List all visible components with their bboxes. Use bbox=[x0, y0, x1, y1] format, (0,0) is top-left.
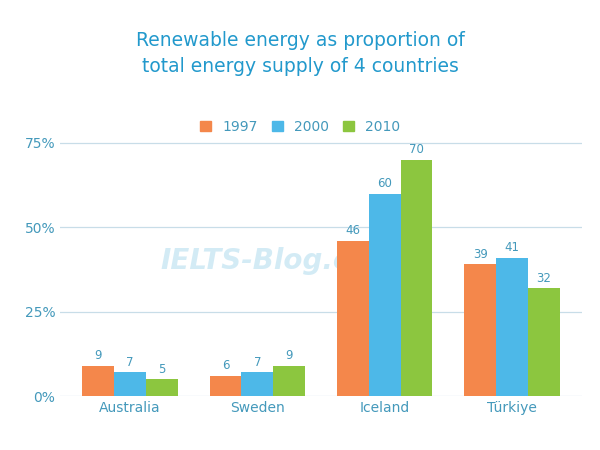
Bar bbox=[82, 365, 114, 396]
Text: 46: 46 bbox=[346, 225, 361, 238]
Text: 9: 9 bbox=[94, 349, 102, 362]
Bar bbox=[146, 379, 178, 396]
Text: 6: 6 bbox=[222, 360, 229, 373]
Text: Renewable energy as proportion of
total energy supply of 4 countries: Renewable energy as proportion of total … bbox=[136, 32, 464, 76]
Text: 39: 39 bbox=[473, 248, 488, 261]
Bar bbox=[496, 257, 528, 396]
Text: 5: 5 bbox=[158, 363, 166, 376]
Bar bbox=[337, 241, 369, 396]
Bar bbox=[114, 373, 146, 396]
Text: 9: 9 bbox=[286, 349, 293, 362]
Bar bbox=[369, 194, 401, 396]
Text: 41: 41 bbox=[505, 241, 520, 254]
Text: IELTS-Blog.com: IELTS-Blog.com bbox=[161, 247, 398, 275]
Bar bbox=[209, 376, 241, 396]
Bar bbox=[464, 265, 496, 396]
Bar bbox=[241, 373, 273, 396]
Bar bbox=[273, 365, 305, 396]
Legend: 1997, 2000, 2010: 1997, 2000, 2010 bbox=[197, 117, 403, 137]
Text: 7: 7 bbox=[254, 356, 261, 369]
Text: 32: 32 bbox=[536, 272, 551, 285]
Text: 60: 60 bbox=[377, 177, 392, 190]
Text: 7: 7 bbox=[126, 356, 134, 369]
Bar bbox=[401, 160, 433, 396]
Text: 70: 70 bbox=[409, 144, 424, 157]
Bar bbox=[528, 288, 560, 396]
